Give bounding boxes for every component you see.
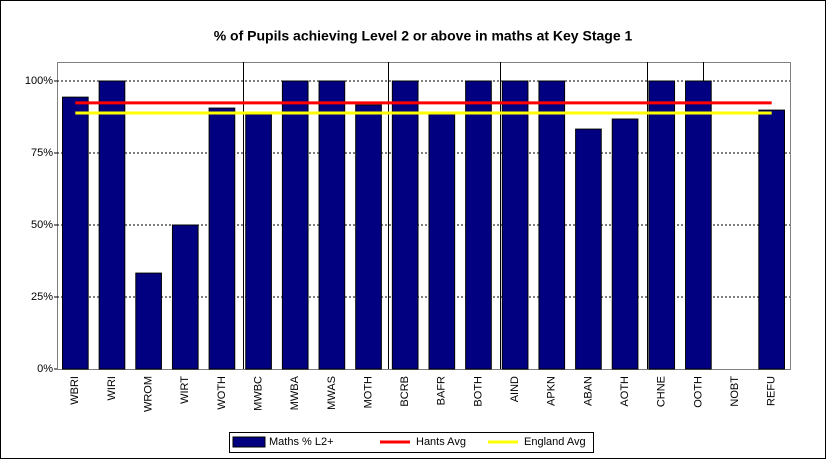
x-tick-label: ABAN <box>582 376 594 406</box>
bar <box>685 80 712 370</box>
x-tick-label: AIND <box>509 376 521 402</box>
bar <box>318 80 346 370</box>
bar <box>501 80 529 370</box>
x-tick-label: BOTH <box>472 376 484 407</box>
x-tick-label: CHNE <box>656 376 668 407</box>
y-tick-label: 75% <box>31 147 53 159</box>
bar <box>465 80 492 370</box>
chart-title: % of Pupils achieving Level 2 or above i… <box>214 28 633 44</box>
x-tick-label: WIRI <box>106 376 118 400</box>
x-tick-label: WROM <box>143 376 155 412</box>
x-tick-label: REFU <box>766 376 778 406</box>
bar <box>355 104 382 370</box>
bar <box>61 96 89 370</box>
y-tick-label: 50% <box>31 219 53 231</box>
bar <box>538 80 566 370</box>
x-tick-label: OOTH <box>692 376 704 408</box>
legend-label: Hants Avg <box>416 436 466 448</box>
bar <box>281 80 309 370</box>
x-tick-label: WBRI <box>69 376 81 405</box>
x-tick-label: BAFR <box>436 376 448 405</box>
bar <box>171 224 199 370</box>
legend-swatch <box>232 436 266 448</box>
x-tick-label: AOTH <box>619 376 631 407</box>
bar <box>575 128 602 370</box>
bar <box>391 80 419 370</box>
legend <box>229 432 594 453</box>
plot-area <box>57 62 791 370</box>
bar <box>98 80 126 370</box>
y-tick-label: 25% <box>31 291 53 303</box>
legend-label: Maths % L2+ <box>269 436 334 448</box>
x-tick-label: APKN <box>546 376 558 406</box>
bar <box>758 109 786 370</box>
bar <box>648 80 676 370</box>
x-tick-label: NOBT <box>729 376 741 407</box>
x-tick-label: WOTH <box>216 376 228 410</box>
x-tick-label: MWAS <box>326 376 338 410</box>
bar <box>611 118 639 370</box>
bar <box>135 272 162 370</box>
x-tick-label: MWBC <box>252 376 264 411</box>
y-tick-label: 100% <box>25 75 53 87</box>
x-tick-label: BCRB <box>399 376 411 407</box>
bar <box>428 111 456 370</box>
y-tick-label: 0% <box>37 363 53 375</box>
x-tick-label: MOTH <box>362 376 374 408</box>
bar <box>208 107 236 370</box>
x-tick-label: WIRT <box>179 376 191 404</box>
legend-label: England Avg <box>524 436 586 448</box>
bar <box>245 113 272 370</box>
x-tick-label: MWBA <box>289 375 301 410</box>
